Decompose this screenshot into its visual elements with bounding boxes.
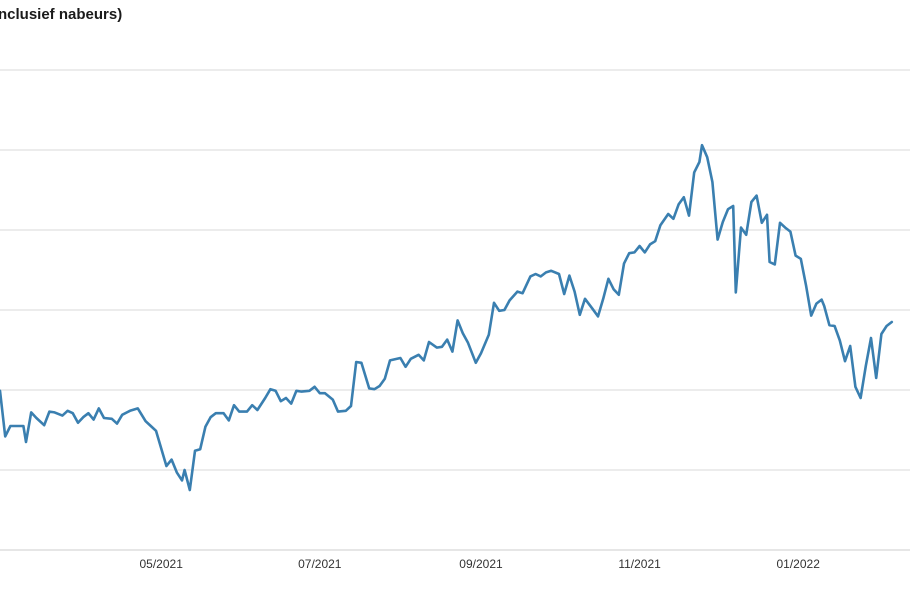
chart-title: nclusief nabeurs) (0, 6, 123, 23)
plot-area (0, 143, 894, 492)
x-tick-label: 05/2021 (140, 557, 184, 571)
x-tick-label: 07/2021 (298, 557, 342, 571)
x-tick-label: 11/2021 (618, 557, 661, 571)
gridlines (0, 69, 910, 471)
x-tick-label: 01/2022 (777, 557, 821, 571)
x-axis: 05/2021 07/2021 09/2021 11/2021 01/2022 (0, 549, 910, 571)
x-tick-label: 09/2021 (459, 557, 503, 571)
series-line (0, 143, 894, 492)
